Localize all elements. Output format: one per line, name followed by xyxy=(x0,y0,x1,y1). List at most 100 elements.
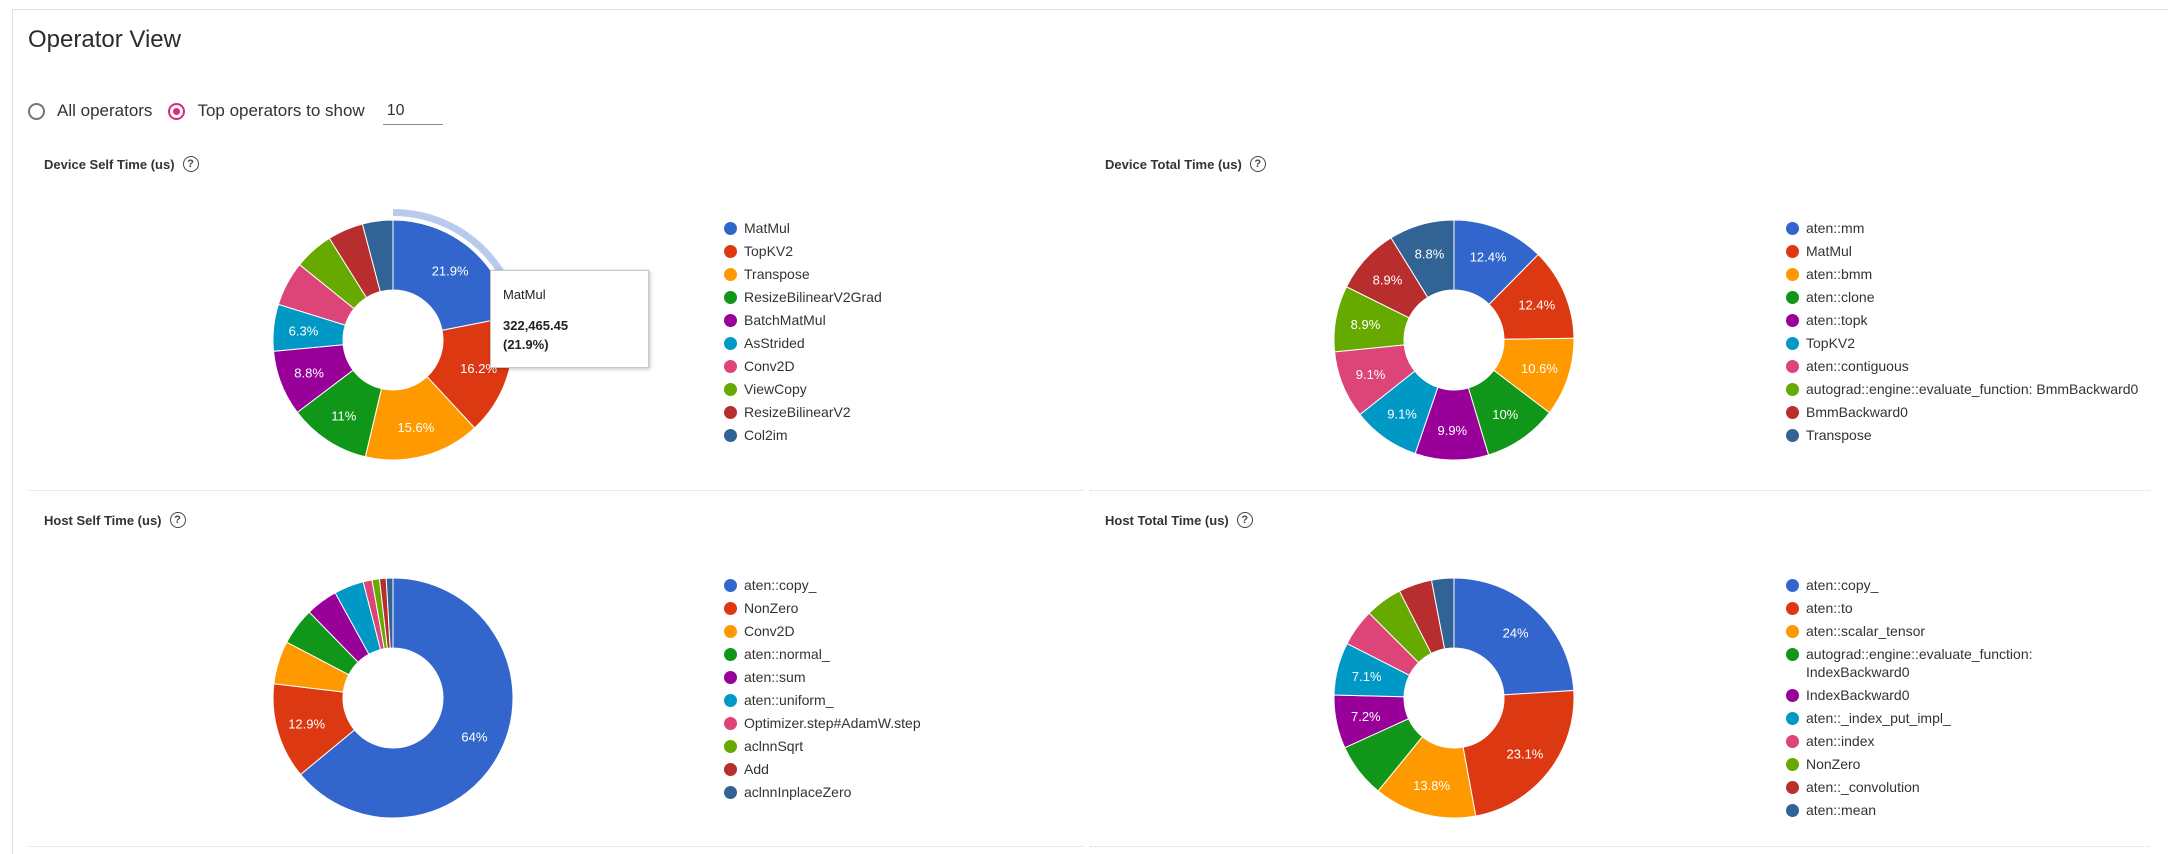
legend-item[interactable]: IndexBackward0 xyxy=(1786,686,2033,704)
legend-item[interactable]: Transpose xyxy=(1786,426,2138,444)
legend-item[interactable]: Transpose xyxy=(724,265,882,283)
legend-item[interactable]: NonZero xyxy=(1786,755,2033,773)
top-n-input[interactable] xyxy=(382,97,443,125)
slice-label: 7.1% xyxy=(1352,669,1382,684)
legend-label: autograd::engine::evaluate_function: Ind… xyxy=(1806,646,2033,680)
legend-label: IndexBackward0 xyxy=(1806,687,1910,703)
legend-item[interactable]: aten::sum xyxy=(724,668,921,686)
pie-slice-aten-to[interactable] xyxy=(1462,689,1575,817)
legend-color-icon xyxy=(1786,803,1799,817)
operator-filter: All operators Top operators to show xyxy=(28,97,443,125)
legend-color-icon xyxy=(724,267,737,281)
legend-item[interactable]: aten::copy_ xyxy=(1786,576,2033,594)
legend-color-icon xyxy=(1786,734,1799,748)
legend-label: aten::_convolution xyxy=(1806,779,1920,795)
divider xyxy=(28,490,1083,491)
legend-item[interactable]: aten::_convolution xyxy=(1786,778,2033,796)
legend-item[interactable]: ResizeBilinearV2 xyxy=(724,403,882,421)
legend-item[interactable]: aten::index xyxy=(1786,732,2033,750)
legend-label: aten::bmm xyxy=(1806,266,1873,282)
legend-label: aten::uniform_ xyxy=(744,692,834,708)
legend-item[interactable]: TopKV2 xyxy=(724,242,882,260)
legend-label: BmmBackward0 xyxy=(1806,404,1908,420)
legend-item[interactable]: ViewCopy xyxy=(724,380,882,398)
legend-item[interactable]: aten::mean xyxy=(1786,801,2033,819)
help-icon[interactable]: ? xyxy=(1249,156,1266,172)
legend-label: Add xyxy=(744,761,769,777)
legend-item[interactable]: aten::topk xyxy=(1786,311,2138,329)
legend-item[interactable]: AsStrided xyxy=(724,334,882,352)
all-operators-radio[interactable] xyxy=(28,102,45,120)
slice-label: 12.4% xyxy=(1518,298,1555,313)
legend-label: aclnnInplaceZero xyxy=(744,784,852,800)
legend-item[interactable]: aten::uniform_ xyxy=(724,691,921,709)
legend-item[interactable]: aten::mm xyxy=(1786,219,2138,237)
chart-title-text: Device Self Time (us) xyxy=(44,156,175,172)
slice-label: 9.1% xyxy=(1356,367,1386,382)
all-operators-label[interactable]: All operators xyxy=(57,101,153,120)
legend-item[interactable]: Conv2D xyxy=(724,622,921,640)
legend-item[interactable]: aclnnInplaceZero xyxy=(724,783,921,801)
legend-item[interactable]: Col2im xyxy=(724,426,882,444)
legend-label: Conv2D xyxy=(744,358,795,374)
legend-label: aten::index xyxy=(1806,733,1875,749)
legend-item[interactable]: aten::normal_ xyxy=(724,645,921,663)
legend-item[interactable]: BatchMatMul xyxy=(724,311,882,329)
pie-slice-aten-copy[interactable] xyxy=(299,577,514,819)
slice-tooltip: MatMul 322,465.45 (21.9%) xyxy=(490,270,649,368)
legend-item[interactable]: aten::to xyxy=(1786,599,2033,617)
legend-color-icon xyxy=(1786,267,1799,281)
legend-item[interactable]: aten::_index_put_impl_ xyxy=(1786,709,2033,727)
legend-item[interactable]: NonZero xyxy=(724,599,921,617)
legend-label: Transpose xyxy=(1806,427,1872,443)
legend-item[interactable]: aten::bmm xyxy=(1786,265,2138,283)
legend-color-icon xyxy=(1786,382,1799,396)
legend-item[interactable]: BmmBackward0 xyxy=(1786,403,2138,421)
top-operators-label[interactable]: Top operators to show xyxy=(197,101,365,120)
legend-item[interactable]: autograd::engine::evaluate_function: Bmm… xyxy=(1786,380,2138,398)
legend-color-icon xyxy=(1786,624,1799,638)
pie-slice-aclnninplacezero[interactable] xyxy=(385,577,394,649)
legend-item[interactable]: MatMul xyxy=(724,219,882,237)
legend-label: aten::normal_ xyxy=(744,646,830,662)
legend-color-icon xyxy=(724,670,737,684)
legend-item[interactable]: Add xyxy=(724,760,921,778)
legend-item[interactable]: aten::copy_ xyxy=(724,576,921,594)
divider xyxy=(1090,846,2150,847)
pie-slice-aten-copy[interactable] xyxy=(1453,577,1575,696)
legend-item[interactable]: Conv2D xyxy=(724,357,882,375)
legend-color-icon xyxy=(1786,359,1799,373)
legend-item[interactable]: ResizeBilinearV2Grad xyxy=(724,288,882,306)
legend-item[interactable]: aclnnSqrt xyxy=(724,737,921,755)
legend-color-icon xyxy=(1786,313,1799,327)
legend-item[interactable]: MatMul xyxy=(1786,242,2138,260)
slice-label: 8.8% xyxy=(1415,246,1445,261)
pie-slice-col2im[interactable] xyxy=(361,219,394,293)
chart-title-text: Host Total Time (us) xyxy=(1105,512,1229,528)
legend-item[interactable]: aten::contiguous xyxy=(1786,357,2138,375)
legend-label: aten::topk xyxy=(1806,312,1868,328)
pie-slice-aten-mean[interactable] xyxy=(1430,577,1455,650)
help-icon[interactable]: ? xyxy=(182,156,199,172)
pie-slice-transpose[interactable] xyxy=(1390,219,1455,299)
legend-color-icon xyxy=(1786,757,1799,771)
legend-item[interactable]: aten::clone xyxy=(1786,288,2138,306)
legend-label: AsStrided xyxy=(744,335,805,351)
help-icon[interactable]: ? xyxy=(1236,512,1253,528)
legend-item[interactable]: aten::scalar_tensor xyxy=(1786,622,2033,640)
legend-item[interactable]: autograd::engine::evaluate_function: Ind… xyxy=(1786,645,2033,681)
top-operators-radio[interactable] xyxy=(168,102,186,120)
help-icon[interactable]: ? xyxy=(169,512,186,528)
legend-label: NonZero xyxy=(1806,756,1861,772)
slice-label: 9.1% xyxy=(1387,407,1417,422)
legend-color-icon xyxy=(1786,336,1799,350)
legend-item[interactable]: Optimizer.step#AdamW.step xyxy=(724,714,921,732)
legend-item[interactable]: TopKV2 xyxy=(1786,334,2138,352)
legend-label: aten::scalar_tensor xyxy=(1806,623,1926,639)
tooltip-percent: (21.9%) xyxy=(503,337,549,352)
slice-label: 8.9% xyxy=(1373,272,1403,287)
